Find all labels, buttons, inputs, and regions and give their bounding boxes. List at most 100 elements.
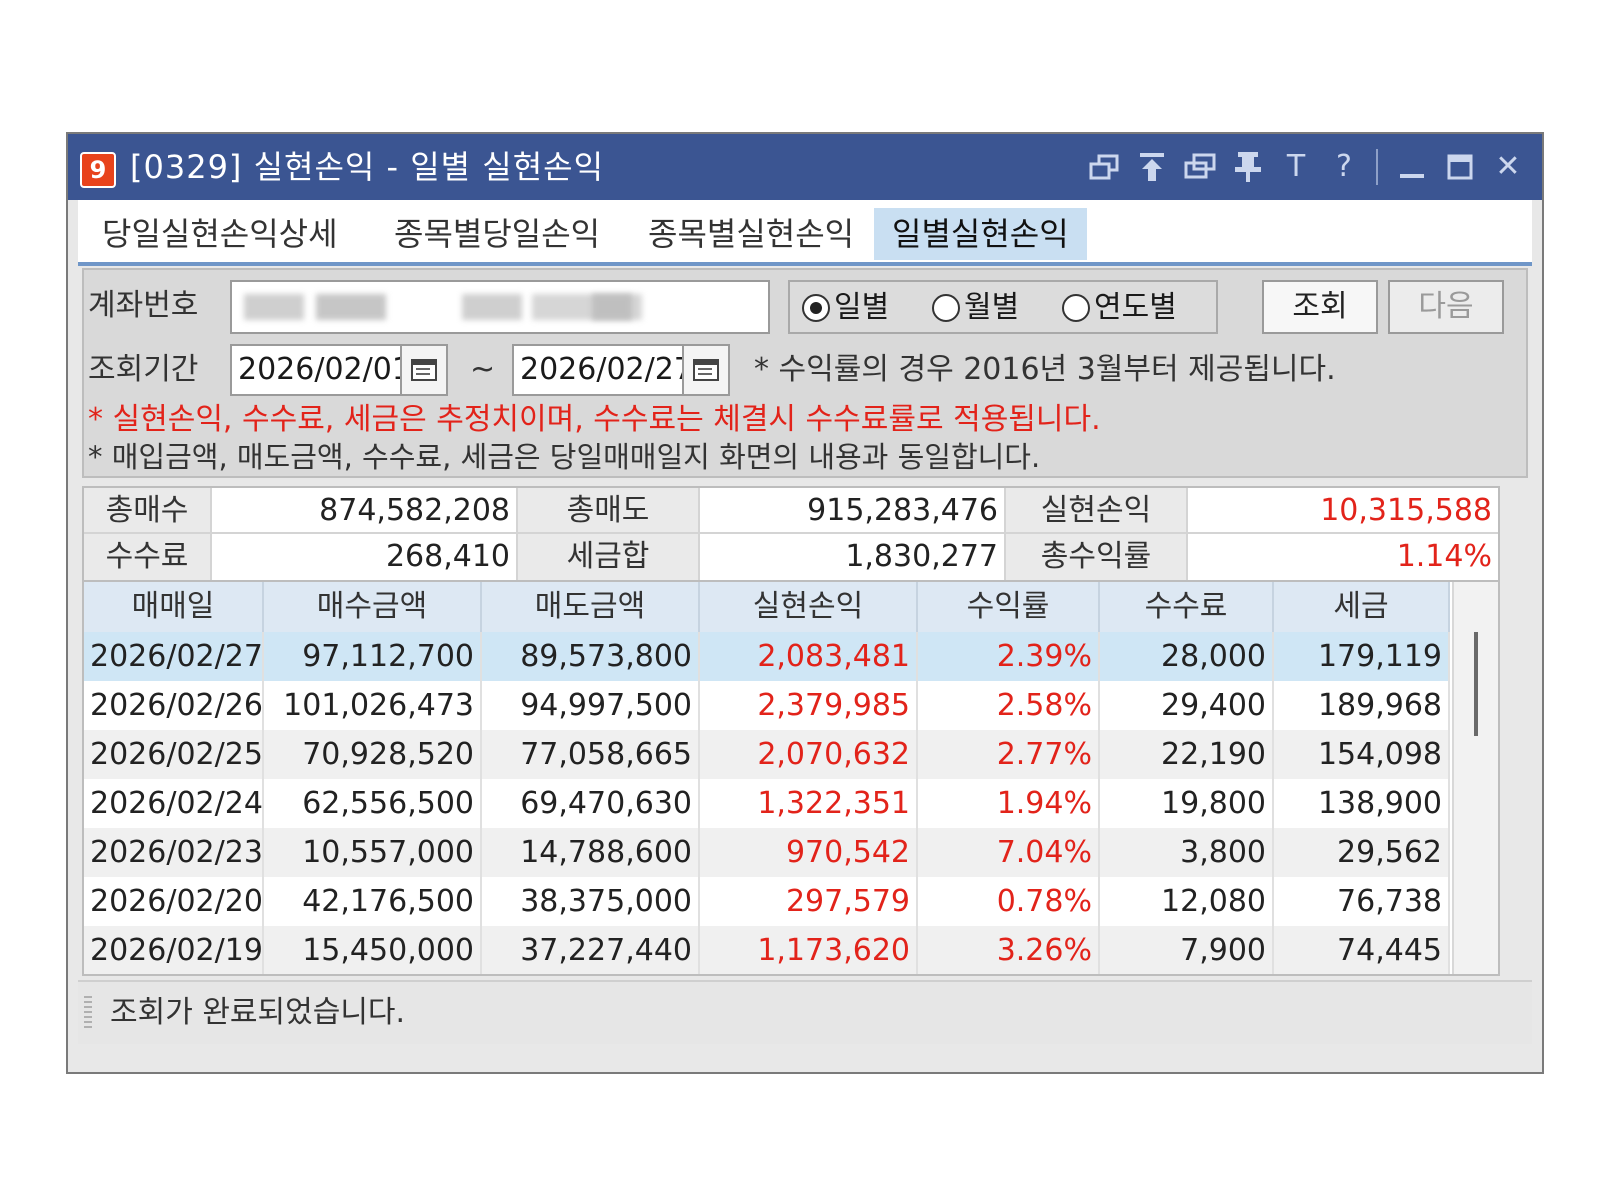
cell-tax: 189,968	[1274, 681, 1450, 730]
radio-unchecked-icon	[1062, 294, 1090, 322]
cell-buy-amount: 101,026,473	[264, 681, 482, 730]
search-button[interactable]: 조회	[1262, 280, 1378, 334]
radio-checked-icon	[802, 294, 830, 322]
total-return-rate-value: 1.14%	[1396, 539, 1492, 574]
date-to-calendar-button[interactable]	[682, 344, 730, 396]
cell-return-rate: 2.39%	[918, 632, 1100, 681]
grid-vertical-scrollbar[interactable]	[1452, 582, 1498, 974]
date-to-field[interactable]: 2026/02/27	[512, 344, 712, 396]
cell-tax: 76,738	[1274, 877, 1450, 926]
cell-buy-amount: 97,112,700	[264, 632, 482, 681]
tab-daily-realized-pnl[interactable]: 일별실현손익	[874, 208, 1087, 260]
same-content-note: * 매입금액, 매도금액, 수수료, 세금은 당일매매일지 화면의 내용과 동일…	[88, 440, 1041, 474]
cell-tax: 74,445	[1274, 926, 1450, 974]
cell-realized-pnl: 2,379,985	[700, 681, 918, 730]
col-header-tax[interactable]: 세금	[1274, 582, 1450, 632]
cell-return-rate: 2.77%	[918, 730, 1100, 779]
tax-sum-label: 세금합	[518, 534, 700, 580]
period-label: 조회기간	[88, 352, 199, 387]
cell-return-rate: 2.58%	[918, 681, 1100, 730]
radio-yearly[interactable]: 연도별	[1062, 288, 1177, 328]
radio-daily[interactable]: 일별	[802, 288, 889, 328]
cell-sell-amount: 38,375,000	[482, 877, 700, 926]
cell-buy-amount: 62,556,500	[264, 779, 482, 828]
window-title: [0329] 실현손익 - 일별 실현손익	[130, 148, 605, 186]
radio-monthly[interactable]: 월별	[932, 288, 1019, 328]
cell-realized-pnl: 2,083,481	[700, 632, 918, 681]
cell-fee: 7,900	[1100, 926, 1274, 974]
fee-label: 수수료	[84, 534, 212, 580]
radio-unchecked-icon	[932, 294, 960, 322]
total-return-rate-label: 총수익률	[1006, 534, 1188, 580]
restore-window-icon[interactable]	[1084, 147, 1124, 187]
cell-sell-amount: 89,573,800	[482, 632, 700, 681]
cell-buy-amount: 15,450,000	[264, 926, 482, 974]
total-buy-value: 874,582,208	[212, 488, 518, 534]
col-header-sell-amount[interactable]: 매도금액	[482, 582, 700, 632]
close-icon[interactable]: ✕	[1495, 149, 1521, 184]
total-buy-label: 총매수	[84, 488, 212, 534]
cell-sell-amount: 94,997,500	[482, 681, 700, 730]
cell-realized-pnl: 297,579	[700, 877, 918, 926]
minimize-icon[interactable]	[1392, 147, 1432, 187]
estimate-note: * 실현손익, 수수료, 세금은 추정치이며, 수수료는 체결시 수수료률로 적…	[88, 402, 1101, 437]
pin-icon[interactable]	[1228, 147, 1268, 187]
account-number-field[interactable]	[230, 280, 770, 334]
cell-trade-date: 2026/02/23	[84, 828, 264, 877]
table-row[interactable]: 2026/02/20 42,176,500 38,375,000 297,579…	[84, 877, 1450, 926]
cell-buy-amount: 42,176,500	[264, 877, 482, 926]
text-icon[interactable]: T	[1286, 149, 1306, 184]
table-row[interactable]: 2026/02/24 62,556,500 69,470,630 1,322,3…	[84, 779, 1450, 828]
table-row[interactable]: 2026/02/23 10,557,000 14,788,600 970,542…	[84, 828, 1450, 877]
cell-fee: 3,800	[1100, 828, 1274, 877]
tab-stock-daily-pnl[interactable]: 종목별당일손익	[394, 215, 601, 253]
table-row[interactable]: 2026/02/27 97,112,700 89,573,800 2,083,4…	[84, 632, 1450, 681]
cell-realized-pnl: 2,070,632	[700, 730, 918, 779]
scrollbar-thumb[interactable]	[1474, 632, 1478, 736]
col-header-realized-pnl[interactable]: 실현손익	[700, 582, 918, 632]
tab-daily-realized-detail[interactable]: 당일실현손익상세	[102, 215, 338, 253]
maximize-icon[interactable]	[1440, 147, 1480, 187]
cascade-icon[interactable]	[1180, 147, 1220, 187]
status-message: 조회가 완료되었습니다.	[110, 995, 406, 1030]
cell-realized-pnl: 970,542	[700, 828, 918, 877]
tax-sum-value: 1,830,277	[700, 534, 1006, 580]
cell-fee: 22,190	[1100, 730, 1274, 779]
col-header-fee[interactable]: 수수료	[1100, 582, 1274, 632]
tab-bar: 당일실현손익상세 종목별당일손익 종목별실현손익 일별실현손익	[78, 200, 1532, 266]
tab-stock-realized-pnl[interactable]: 종목별실현손익	[648, 215, 855, 253]
col-header-return-rate[interactable]: 수익률	[918, 582, 1100, 632]
table-row[interactable]: 2026/02/26 101,026,473 94,997,500 2,379,…	[84, 681, 1450, 730]
summary-table: 총매수 874,582,208 총매도 915,283,476 실현손익 10,…	[82, 486, 1500, 582]
date-from-field[interactable]: 2026/02/01	[230, 344, 430, 396]
cell-realized-pnl: 1,322,351	[700, 779, 918, 828]
fee-value: 268,410	[212, 534, 518, 580]
status-grip-icon	[84, 996, 92, 1030]
col-header-trade-date[interactable]: 매매일	[84, 582, 264, 632]
help-icon[interactable]: ?	[1336, 149, 1352, 184]
period-type-radio-group: 일별 월별 연도별	[788, 280, 1218, 334]
pin-top-icon[interactable]	[1132, 147, 1172, 187]
realized-pnl-value: 10,315,588	[1188, 488, 1498, 534]
title-bar[interactable]: 9 [0329] 실현손익 - 일별 실현손익 T ?	[68, 134, 1542, 200]
calendar-icon	[693, 359, 719, 381]
cell-sell-amount: 69,470,630	[482, 779, 700, 828]
realized-pnl-label: 실현손익	[1006, 488, 1188, 534]
next-button[interactable]: 다음	[1388, 280, 1504, 334]
status-bar: 조회가 완료되었습니다.	[78, 980, 1532, 1044]
cell-fee: 28,000	[1100, 632, 1274, 681]
cell-sell-amount: 77,058,665	[482, 730, 700, 779]
table-row[interactable]: 2026/02/25 70,928,520 77,058,665 2,070,6…	[84, 730, 1450, 779]
realized-pnl-window: 9 [0329] 실현손익 - 일별 실현손익 T ?	[66, 132, 1544, 1074]
cell-tax: 179,119	[1274, 632, 1450, 681]
table-row[interactable]: 2026/02/19 15,450,000 37,227,440 1,173,6…	[84, 926, 1450, 974]
cell-return-rate: 3.26%	[918, 926, 1100, 974]
cell-tax: 138,900	[1274, 779, 1450, 828]
cell-tax: 154,098	[1274, 730, 1450, 779]
date-from-calendar-button[interactable]	[400, 344, 448, 396]
cell-return-rate: 1.94%	[918, 779, 1100, 828]
app-badge-icon: 9	[80, 152, 116, 188]
cell-trade-date: 2026/02/26	[84, 681, 264, 730]
col-header-buy-amount[interactable]: 매수금액	[264, 582, 482, 632]
calendar-icon	[411, 359, 437, 381]
